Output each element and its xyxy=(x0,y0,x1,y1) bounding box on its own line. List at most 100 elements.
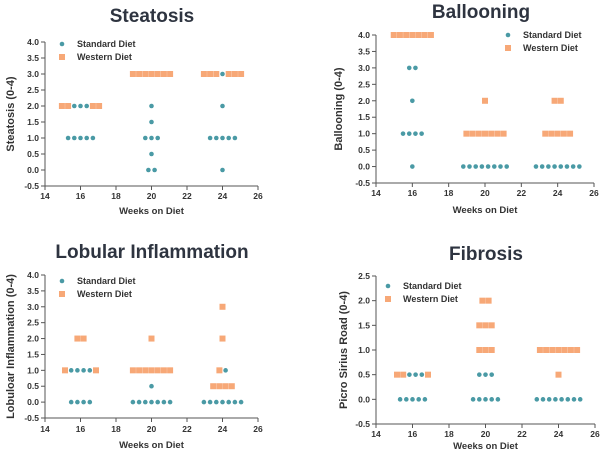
legend-marker-western-diet xyxy=(385,296,391,302)
data-point-western-diet xyxy=(80,335,87,342)
data-point-western-diet xyxy=(142,367,149,374)
y-axis-label: Steatosis (0-4) xyxy=(5,76,17,152)
data-point-standard-diet xyxy=(533,164,539,169)
data-point-western-diet xyxy=(222,383,229,390)
data-point-standard-diet xyxy=(504,164,510,169)
data-point-western-diet xyxy=(482,130,488,137)
x-tick-label: 20 xyxy=(147,424,157,434)
data-point-standard-diet xyxy=(149,119,154,125)
x-tick-label: 20 xyxy=(481,429,491,439)
y-tick-label: 2.5 xyxy=(27,318,39,328)
data-point-western-diet xyxy=(390,32,397,38)
y-tick-label: -0.5 xyxy=(355,178,370,188)
data-point-standard-diet xyxy=(413,131,418,136)
data-point-western-diet xyxy=(469,130,476,137)
data-point-western-diet xyxy=(207,71,214,77)
data-point-standard-diet xyxy=(220,103,225,109)
data-point-western-diet xyxy=(482,97,488,104)
data-point-western-diet xyxy=(425,371,431,378)
data-point-standard-diet xyxy=(552,164,557,169)
data-point-standard-diet xyxy=(410,397,415,402)
legend-marker-western-diet xyxy=(59,291,65,297)
data-point-standard-diet xyxy=(90,135,96,141)
data-point-standard-diet xyxy=(68,399,74,405)
y-tick-label: 2.5 xyxy=(27,85,39,95)
data-point-western-diet xyxy=(555,371,562,378)
data-point-standard-diet xyxy=(534,397,540,402)
data-point-western-diet xyxy=(238,71,245,77)
data-point-standard-diet xyxy=(78,103,83,109)
data-point-standard-diet xyxy=(87,399,93,405)
x-tick-label: 26 xyxy=(590,429,600,439)
data-point-standard-diet xyxy=(564,164,570,169)
data-point-western-diet xyxy=(403,32,410,38)
data-point-standard-diet xyxy=(78,135,83,141)
y-tick-label: 0.0 xyxy=(358,162,370,172)
data-point-standard-diet xyxy=(238,399,244,405)
data-point-standard-diet xyxy=(81,368,86,373)
x-tick-label: 20 xyxy=(480,188,490,198)
data-point-standard-diet xyxy=(489,372,495,377)
data-point-western-diet xyxy=(65,103,72,109)
x-tick-label: 24 xyxy=(218,424,228,434)
data-point-standard-diet xyxy=(422,397,428,402)
y-tick-label: 3.0 xyxy=(27,69,39,79)
x-tick-label: 16 xyxy=(408,429,418,439)
data-point-western-diet xyxy=(548,130,555,137)
data-point-western-diet xyxy=(476,322,483,329)
data-point-standard-diet xyxy=(407,372,412,377)
data-point-western-diet xyxy=(200,71,207,77)
x-tick-label: 24 xyxy=(553,188,563,198)
data-point-standard-diet xyxy=(232,135,238,141)
data-point-western-diet xyxy=(225,71,232,77)
data-point-western-diet xyxy=(216,367,223,374)
y-tick-label: -0.5 xyxy=(24,181,39,191)
data-point-western-diet xyxy=(554,130,561,137)
data-point-western-diet xyxy=(228,383,235,390)
data-point-standard-diet xyxy=(214,399,219,405)
data-point-standard-diet xyxy=(489,397,495,402)
data-point-standard-diet xyxy=(201,399,207,405)
data-point-western-diet xyxy=(555,347,562,353)
y-tick-label: 0.0 xyxy=(27,397,39,407)
data-point-standard-diet xyxy=(84,103,89,109)
y-tick-label: 4.0 xyxy=(27,37,39,47)
data-point-western-diet xyxy=(148,367,155,374)
data-point-western-diet xyxy=(62,367,68,374)
legend-label: Standard Diet xyxy=(77,39,136,49)
data-point-western-diet xyxy=(567,130,574,137)
data-point-western-diet xyxy=(475,130,482,137)
y-tick-label: 1.5 xyxy=(358,320,370,330)
data-point-standard-diet xyxy=(539,164,545,169)
x-tick-label: 26 xyxy=(589,188,599,198)
y-tick-label: 3.0 xyxy=(27,302,39,312)
data-point-standard-diet xyxy=(220,399,225,405)
data-point-standard-diet xyxy=(149,135,154,141)
data-point-standard-diet xyxy=(161,399,167,405)
data-point-standard-diet xyxy=(232,399,238,405)
data-point-western-diet xyxy=(549,347,556,353)
data-point-standard-diet xyxy=(81,399,86,405)
data-point-standard-diet xyxy=(483,397,488,402)
legend-marker-western-diet xyxy=(505,45,511,51)
y-tick-label: 0.5 xyxy=(358,145,370,155)
chart-title: Steatosis xyxy=(110,6,194,27)
x-axis-label: Weeks on Diet xyxy=(453,441,519,452)
y-tick-label: 4.0 xyxy=(27,270,39,280)
data-point-standard-diet xyxy=(207,135,213,141)
data-point-western-diet xyxy=(154,71,161,77)
y-tick-label: 2.0 xyxy=(27,101,39,111)
data-point-standard-diet xyxy=(553,397,558,402)
data-point-western-diet xyxy=(167,71,174,77)
y-tick-label: 3.5 xyxy=(27,286,39,296)
chart-title: Ballooning xyxy=(432,2,530,23)
data-point-western-diet xyxy=(167,367,174,374)
y-axis-label: Lobuloar Inflammation (0-4) xyxy=(5,274,17,419)
y-tick-label: 0.5 xyxy=(27,381,39,391)
x-tick-label: 16 xyxy=(76,424,86,434)
data-point-standard-diet xyxy=(558,164,564,169)
data-point-standard-diet xyxy=(223,368,228,373)
x-tick-label: 26 xyxy=(253,424,263,434)
chart-title: Lobular Inflammation xyxy=(55,242,248,263)
y-tick-label: 4.0 xyxy=(358,30,370,40)
